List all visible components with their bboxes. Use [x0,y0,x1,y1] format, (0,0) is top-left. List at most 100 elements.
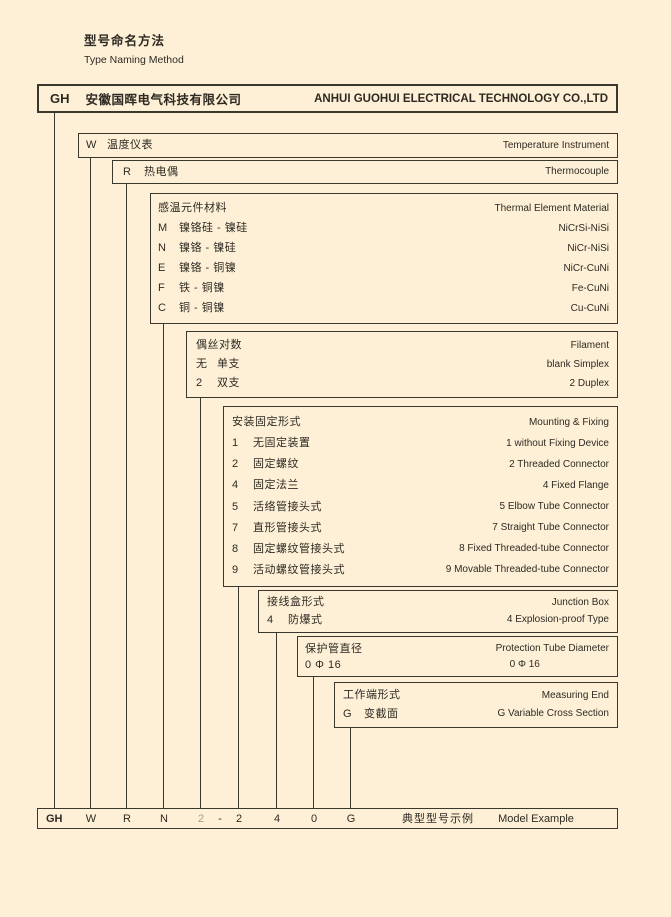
list-item: 2 双支 2 Duplex [187,378,617,389]
box-title-en: Junction Box [551,596,609,608]
label-en: NiCr-NiSi [567,242,609,254]
list-item: 7 直形管接头式 7 Straight Tube Connector [224,521,617,534]
label-zh: 温度仪表 [107,139,153,151]
label-zh: 固定螺纹管接头式 [253,542,345,555]
code-cell: 2 [232,458,239,471]
label-en: 8 Fixed Threaded-tube Connector [459,543,609,555]
list-item: 9 活动螺纹管接头式 9 Movable Threaded-tube Conne… [224,564,617,576]
label-zh: 镍铬硅 - 镍硅 [179,222,248,234]
doc-title-en: Type Naming Method [84,54,184,66]
label-zh: 单支 [217,358,240,370]
doc-title: 型号命名方法 Type Naming Method [84,30,184,66]
company-name-en: ANHUI GUOHUI ELECTRICAL TECHNOLOGY CO.,L… [314,92,608,105]
list-item: 无 单支 blank Simplex [187,359,617,370]
box-title-zh: 偶丝对数 [196,339,242,351]
box-title-row: 接线盒形式 Junction Box [259,597,617,608]
box-title-en: Measuring End [541,689,609,701]
company-name-zh: 安徽国晖电气科技有限公司 [85,93,242,107]
code-cell: M [158,222,168,234]
code-cell: E [158,262,166,274]
code-cell: F [158,282,165,294]
label-zh: 直形管接头式 [253,521,322,534]
list-item: 4 固定法兰 4 Fixed Flange [224,480,617,491]
list-item: 5 活络管接头式 5 Elbow Tube Connector [224,500,617,513]
label-zh: 变截面 [364,707,399,720]
label-en: Cu-CuNi [570,302,609,314]
code-cell: C [158,302,166,314]
code-cell: 7 [232,521,239,534]
label-en: 9 Movable Threaded-tube Connector [445,564,609,576]
level-box-junction-box: 接线盒形式 Junction Box 4 防爆式 4 Explosion-pro… [258,590,618,633]
connector-line-junction [276,633,277,808]
box-title-en: Mounting & Fixing [528,416,609,428]
label-en: 2 Duplex [569,377,609,389]
list-item: R 热电偶 Thermocouple [113,165,617,178]
code-cell: W [86,139,97,151]
code-cell: N [158,242,166,254]
label-en: Temperature Instrument [502,139,609,151]
code-cell: 2 [196,377,203,389]
label-zh: 活络管接头式 [253,500,322,513]
model-code-mounting: 2 [235,813,243,825]
list-item: 1 无固定装置 1 without Fixing Device [224,438,617,449]
level-box-measuring-end: 工作端形式 Measuring End G 变截面 G Variable Cro… [334,682,618,728]
model-code-material: N [160,813,168,825]
list-item: N 镍铬 - 镍硅 NiCr-NiSi [151,243,617,254]
connector-line-w [90,157,91,808]
list-item: E 镍铬 - 铜镍 NiCr-CuNi [151,263,617,274]
box-title-row: 感温元件材料 Thermal Element Material [151,203,617,214]
protection-value-en: 0 Φ 16 [509,658,540,670]
model-code-filament: 2 [197,813,205,825]
box-title-zh: 工作端形式 [343,689,401,702]
box-title-en: Filament [570,339,609,351]
list-item: 8 固定螺纹管接头式 8 Fixed Threaded-tube Connect… [224,542,617,555]
list-item: 2 固定螺纹 2 Threaded Connector [224,459,617,470]
level-box-filament: 偶丝对数 Filament 无 单支 blank Simplex 2 双支 2 … [186,331,618,398]
level-box-protection-tube-diameter: 保护管直径 0 Φ 16 Protection Tube Diameter 0 … [297,636,618,677]
code-cell: 无 [196,358,207,370]
model-code-gh: GH [46,813,63,825]
level-box-thermocouple: R 热电偶 Thermocouple [112,160,618,184]
label-zh: 铁 - 铜镍 [179,282,225,294]
box-title-zh: 保护管直径 [305,642,363,655]
label-zh: 固定法兰 [253,479,299,492]
label-zh: 固定螺纹 [253,458,299,471]
box-title-zh: 接线盒形式 [267,596,325,609]
label-zh: 防爆式 [288,613,323,626]
label-en: 2 Threaded Connector [509,458,609,470]
box-title-row: 偶丝对数 Filament [187,340,617,351]
model-example-row: GH W R N 2 - 2 4 0 G 典型型号示例 Model Exampl… [37,808,618,829]
box-title-en: Protection Tube Diameter [495,642,609,654]
level-box-mounting-fixing: 安装固定形式 Mounting & Fixing 1 无固定装置 1 witho… [223,406,618,587]
box-title-row: 安装固定形式 Mounting & Fixing [224,417,617,428]
connector-line-protection [313,677,314,808]
list-item: C 铜 - 铜镍 Cu-CuNi [151,303,617,314]
list-item: W 温度仪表 Temperature Instrument [79,140,617,151]
code-cell: 4 [267,613,274,626]
model-code-measuring: G [346,813,356,825]
connector-line-measuring [350,728,351,808]
label-en: G Variable Cross Section [497,708,609,720]
code-cell: R [123,165,131,178]
code-cell: G [343,707,352,720]
label-en: 7 Straight Tube Connector [492,522,609,534]
model-example-label-zh: 典型型号示例 [402,813,474,825]
list-item: F 铁 - 铜镍 Fe-CuNi [151,283,617,294]
label-en: NiCr-CuNi [563,262,609,274]
model-code-r: R [123,813,131,825]
label-zh: 镍铬 - 铜镍 [179,262,237,274]
label-zh: 镍铬 - 镍硅 [179,242,237,254]
code-cell: 1 [232,437,239,450]
code-cell: 4 [232,479,239,492]
label-en: Thermocouple [545,166,609,177]
connector-line-r [126,183,127,808]
label-en: 4 Explosion-proof Type [506,614,609,626]
model-code-protection: 0 [310,813,318,825]
label-en: 4 Fixed Flange [542,479,609,491]
label-en: NiCrSi-NiSi [558,222,609,234]
box-title-zh: 感温元件材料 [158,202,227,214]
list-item: M 镍铬硅 - 镍硅 NiCrSi-NiSi [151,223,617,234]
box-title-zh: 安装固定形式 [232,416,301,429]
label-en: 5 Elbow Tube Connector [499,501,609,513]
model-code-w: W [85,813,97,825]
